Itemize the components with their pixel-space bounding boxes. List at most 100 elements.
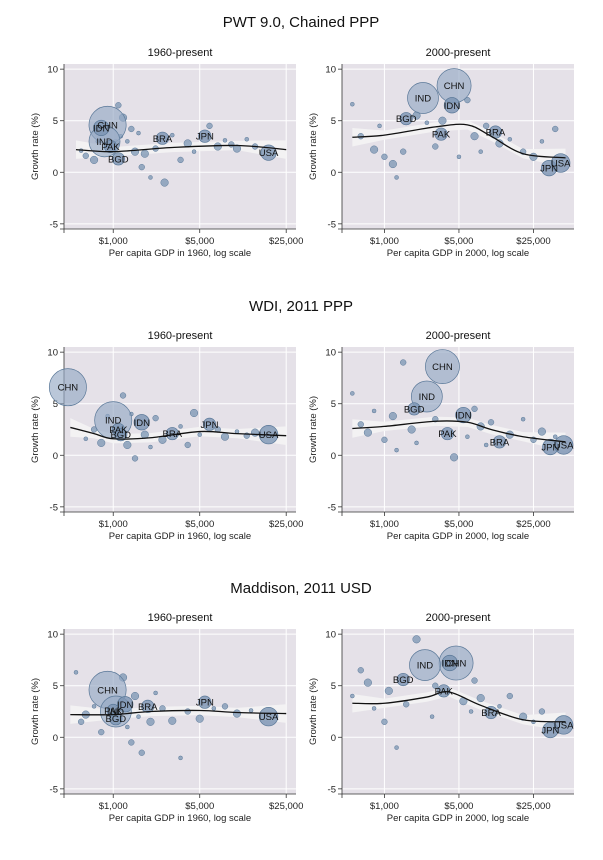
bubble-pak: [437, 684, 451, 698]
data-point-7: [400, 148, 407, 155]
y-tick-label-2: 5: [53, 681, 58, 692]
chart-panel-4: -5 0 5 10 $1,000 $5,000 $25,000 2000-present Per…: [308, 330, 574, 542]
row-title-pwt: PWT 9.0, Chained PPP: [223, 14, 379, 31]
data-point-11: [438, 116, 447, 125]
data-point-6: [125, 724, 130, 730]
bubble-usa: [260, 144, 277, 161]
y-tick-label-1: 0: [53, 733, 58, 744]
data-point-6: [394, 447, 399, 453]
bubble-idn: [133, 414, 150, 431]
bubble-bgd: [114, 428, 128, 442]
label-usa: USA: [259, 148, 279, 159]
data-point-15: [478, 149, 483, 154]
data-point-10: [432, 143, 439, 150]
label-ind: IND: [419, 392, 436, 403]
bubble-bra: [141, 699, 155, 713]
x-axis-label: Per capita GDP in 1960, log scale: [109, 531, 251, 542]
data-point-1: [82, 152, 89, 159]
y-axis-label: Growth rate (%): [30, 396, 41, 463]
data-point-17: [519, 712, 528, 721]
label-idn: IDN: [444, 101, 461, 112]
label-pak: PAK: [432, 130, 451, 141]
fit-line: [352, 691, 566, 723]
data-point-18: [211, 706, 217, 711]
x-tick-label-0: $1,000: [370, 801, 399, 812]
label-idn: IDN: [134, 418, 151, 429]
label-usa: USA: [259, 430, 279, 441]
data-point-12: [148, 175, 153, 180]
data-point-2: [363, 428, 372, 437]
data-point-18: [507, 137, 513, 142]
data-point-7: [131, 455, 139, 462]
label-jpn: JPN: [196, 698, 214, 709]
label-chn: CHN: [97, 685, 118, 696]
data-point-20: [213, 142, 222, 151]
label-ind: IND: [415, 94, 432, 105]
confidence-band: [352, 416, 566, 452]
bubble-bra: [492, 435, 507, 449]
x-tick-label-2: $25,000: [269, 519, 303, 530]
data-point-23: [232, 144, 242, 153]
data-point-7: [403, 701, 410, 708]
data-point-14: [160, 178, 169, 187]
x-tick-label-0: $1,000: [370, 519, 399, 530]
x-tick-label-2: $25,000: [516, 801, 550, 812]
x-tick-label-1: $5,000: [444, 236, 473, 247]
label-ind: IND: [108, 707, 125, 718]
label-bgd: BGD: [404, 404, 425, 415]
chart-panel-5: -5 0 5 10 $1,000 $5,000 $25,000 1960-present Per…: [30, 612, 303, 824]
y-tick-label-1: 0: [53, 168, 58, 179]
bubble-pak: [440, 427, 454, 441]
bubble-ind: [409, 649, 441, 681]
data-point-20: [537, 427, 546, 436]
label-pak: PAK: [438, 429, 457, 440]
data-point-0: [83, 436, 89, 442]
bubble-idn: [93, 119, 110, 137]
x-tick-label-1: $5,000: [185, 801, 214, 812]
y-tick-label-0: -5: [50, 219, 58, 230]
data-point-4: [98, 728, 105, 736]
data-point-13: [471, 677, 478, 684]
label-ind: IND: [417, 661, 434, 672]
data-point-12: [465, 434, 470, 439]
data-point-5: [123, 440, 132, 450]
label-idn: IDN: [117, 700, 134, 711]
data-point-7: [400, 359, 407, 366]
data-point-15: [483, 442, 489, 448]
label-usa: USA: [551, 159, 571, 170]
y-tick-label-3: 10: [47, 348, 58, 359]
data-point-9: [136, 714, 141, 719]
bubble-bra: [155, 131, 170, 145]
data-point-4: [119, 392, 127, 399]
data-point-15: [497, 704, 502, 709]
data-point-10: [138, 163, 145, 171]
label-bgd: BGD: [106, 714, 127, 725]
label-bgd: BGD: [396, 114, 417, 125]
data-point-2: [370, 145, 379, 154]
confidence-band: [352, 687, 566, 732]
label-pak: PAK: [101, 142, 120, 153]
bubble-bgd: [109, 712, 123, 726]
x-tick-label-0: $1,000: [99, 801, 128, 812]
label-chn: CHN: [446, 659, 467, 670]
fit-line: [352, 123, 566, 159]
data-point-13: [184, 441, 191, 449]
bubble-usa: [258, 707, 279, 727]
label-ind: IND: [105, 416, 122, 427]
bubble-pak: [434, 127, 448, 141]
x-tick-label-1: $5,000: [444, 519, 473, 530]
data-point-12: [153, 690, 158, 696]
data-point-14: [476, 694, 485, 703]
y-axis-label: Growth rate (%): [30, 113, 41, 180]
chart-panel-3: -5 0 5 10 $1,000 $5,000 $25,000 1960-present Per…: [30, 330, 303, 542]
fit-line: [70, 709, 287, 716]
x-tick-label-2: $25,000: [269, 236, 303, 247]
panel-title: 2000-present: [426, 47, 491, 59]
label-jpn: JPN: [540, 164, 558, 175]
data-point-24: [244, 137, 250, 142]
chart-panel-2: -5 0 5 10 $1,000 $5,000 $25,000 2000-present Per…: [308, 47, 574, 259]
data-point-2: [90, 155, 99, 164]
label-bgd: BGD: [108, 154, 129, 165]
data-point-18: [191, 149, 197, 154]
